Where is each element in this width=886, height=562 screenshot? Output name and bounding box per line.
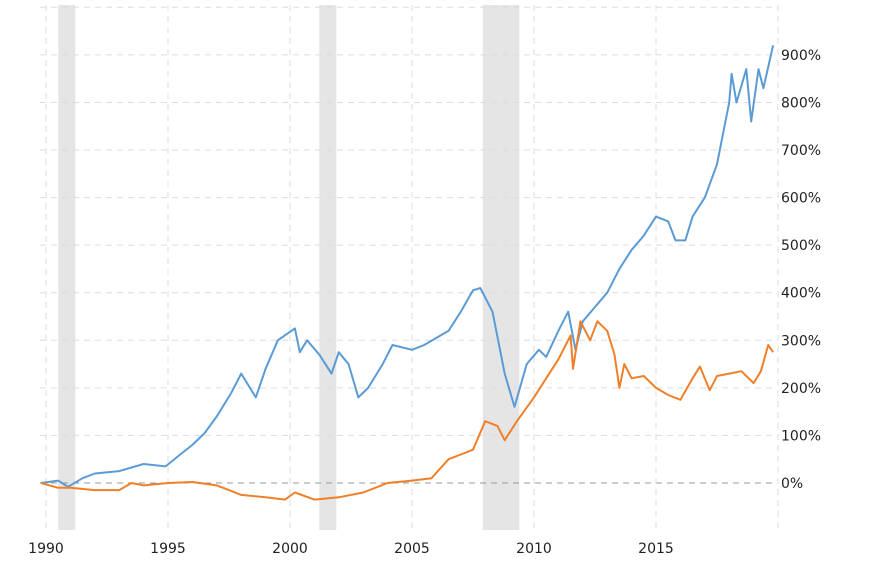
x-tick-label: 2010 <box>516 541 552 557</box>
y-tick-label: 500% <box>781 238 821 254</box>
y-tick-label: 300% <box>781 333 821 349</box>
y-tick-label: 600% <box>781 191 821 207</box>
recession-band <box>319 5 337 530</box>
y-tick-label: 200% <box>781 381 821 397</box>
x-axis-tick-labels: 1990 1995 2000 2005 2010 2015 <box>28 541 674 557</box>
series-line-orange <box>40 320 774 501</box>
recession-band <box>482 5 520 530</box>
recession-bands <box>58 5 520 530</box>
x-tick-label: 2005 <box>394 541 430 557</box>
x-tick-label: 2015 <box>638 541 674 557</box>
y-tick-label: 700% <box>781 143 821 159</box>
y-axis-tick-labels: 0% 100% 200% 300% 400% 500% 600% 700% 800% 900% <box>781 48 821 492</box>
x-tick-label: 1995 <box>150 541 186 557</box>
series-lines <box>40 45 775 501</box>
y-tick-label: 900% <box>781 48 821 64</box>
y-tick-label: 100% <box>781 428 821 444</box>
grid <box>40 5 779 530</box>
y-tick-label: 0% <box>781 476 803 492</box>
series-line-blue <box>40 45 775 488</box>
y-tick-label: 400% <box>781 286 821 302</box>
y-tick-label: 800% <box>781 95 821 111</box>
x-tick-label: 1990 <box>28 541 64 557</box>
recession-band <box>58 5 76 530</box>
x-tick-label: 2000 <box>272 541 308 557</box>
